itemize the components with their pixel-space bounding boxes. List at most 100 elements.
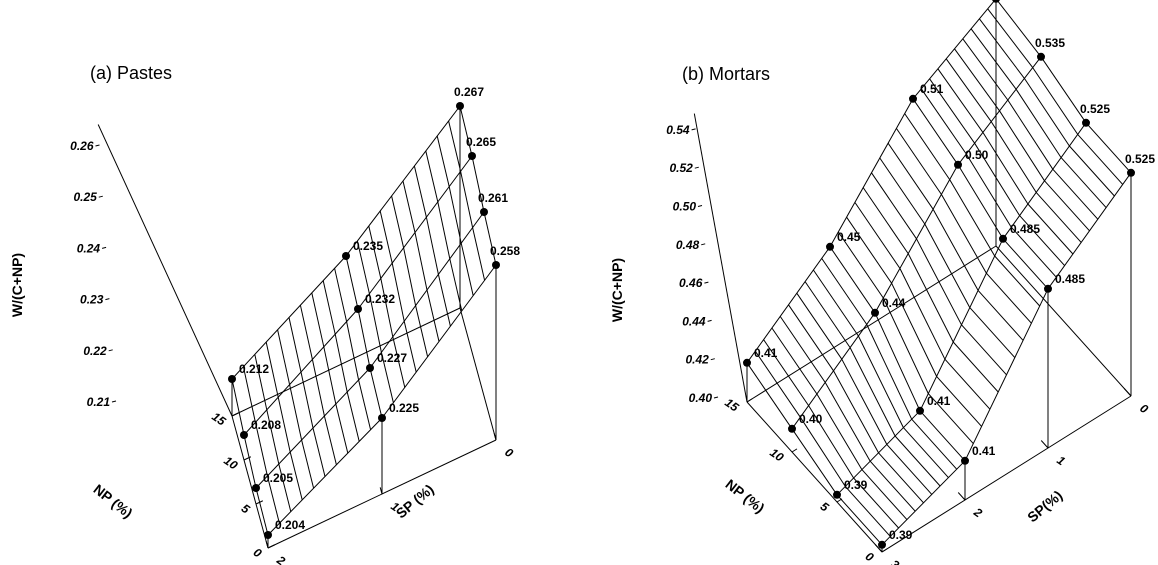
surface-grid-line <box>436 135 450 187</box>
surface-grid-line <box>334 334 348 393</box>
surface-grid-line <box>837 231 884 299</box>
data-point <box>366 364 374 372</box>
surface-grid-line <box>402 180 416 233</box>
sp-tick-label: 0 <box>1137 401 1151 416</box>
surface-grid-line <box>323 346 337 405</box>
surface-grid-line <box>265 341 279 398</box>
surface-grid-line <box>969 307 1016 358</box>
surface-np-line <box>791 428 838 496</box>
z-tick-mark <box>694 166 699 169</box>
surface-grid-line <box>987 8 1034 68</box>
np-axis <box>231 415 269 549</box>
z-tick-label: 0.46 <box>679 276 703 290</box>
data-point <box>456 102 464 110</box>
chart-title: (a) Pastes <box>90 63 172 83</box>
surface-grid-line <box>945 58 992 122</box>
data-label: 0.267 <box>454 85 484 99</box>
np-tick-label: 15 <box>209 409 228 428</box>
surface-grid-line <box>824 382 871 462</box>
surface-grid-line <box>1027 203 1074 255</box>
np-tick-mark <box>267 544 276 549</box>
surface-grid-line <box>982 132 1029 205</box>
np-tick-label: 0 <box>251 545 265 560</box>
surface-np-line <box>459 105 473 157</box>
data-label: 0.525 <box>1125 152 1155 166</box>
z-tick-mark <box>101 246 107 249</box>
surface-grid-line <box>894 435 941 487</box>
surface-grid-line <box>799 416 846 487</box>
np-tick-label: 15 <box>722 395 741 414</box>
surface-grid-line <box>961 324 1007 376</box>
z-tick-label: 0.23 <box>80 293 104 307</box>
surface-np-line <box>919 410 966 462</box>
z-tick-mark <box>697 205 703 207</box>
surface-grid-line <box>335 403 349 454</box>
z-tick-mark <box>105 298 110 301</box>
sp-tick-label: 0 <box>502 445 516 460</box>
data-point <box>378 414 386 422</box>
data-point <box>468 152 476 160</box>
data-point <box>999 234 1007 243</box>
surface-grid-line <box>289 384 303 441</box>
surface-grid-line <box>358 379 372 430</box>
z-tick-label: 0.22 <box>83 344 107 358</box>
surface-grid-line <box>886 444 933 495</box>
surface-np-line <box>912 98 959 166</box>
floor-side-edge <box>231 307 461 417</box>
data-point <box>1037 52 1045 61</box>
data-point <box>1082 118 1090 127</box>
z-tick-mark <box>95 144 100 147</box>
surface-grid-line <box>887 142 934 210</box>
surface-grid-line <box>895 128 942 195</box>
surface-grid-line <box>426 289 440 342</box>
surface-grid-line <box>403 321 417 373</box>
surface-grid-line <box>460 171 474 228</box>
z-axis-label: W/(C+NP) <box>9 253 25 317</box>
surface-grid-line <box>242 366 256 423</box>
data-point <box>878 540 886 549</box>
surface-grid-line <box>862 187 909 254</box>
surface-grid-line <box>965 153 1012 228</box>
surface-grid-line <box>368 225 382 279</box>
surface-grid-line <box>448 120 462 172</box>
surface-grid-line <box>979 18 1025 79</box>
surface-grid-line <box>346 391 360 442</box>
surface-grid-line <box>254 354 268 410</box>
np-axis <box>746 401 883 553</box>
surface-grid-line <box>846 216 893 284</box>
surface-np-line <box>231 378 245 436</box>
surface-grid-line <box>1069 145 1115 197</box>
surface-grid-line <box>833 370 879 454</box>
surface-grid-line <box>932 208 979 291</box>
z-axis <box>97 124 233 417</box>
data-label: 0.232 <box>365 292 395 306</box>
np-tick-label: 10 <box>767 445 786 464</box>
data-label: 0.265 <box>466 135 496 149</box>
surface-grid-line <box>861 469 908 520</box>
data-label: 0.227 <box>377 351 407 365</box>
surface-grid-line <box>334 268 348 322</box>
data-label: 0.45 <box>837 230 861 244</box>
z-axis-label: W/(C+NP) <box>609 258 625 322</box>
surface-grid-line <box>882 297 929 394</box>
data-point <box>1044 284 1052 293</box>
data-point <box>252 484 260 492</box>
surface-grid-line <box>277 329 291 385</box>
floor-side-edge <box>746 245 997 403</box>
z-tick-label: 0.26 <box>70 139 94 153</box>
data-label: 0.205 <box>263 471 293 485</box>
floor-back-edge <box>995 245 1132 397</box>
surface-grid-line <box>415 305 429 357</box>
surface-np-line <box>471 155 485 213</box>
surface-grid-line <box>311 359 325 417</box>
surface-grid-line <box>356 240 370 294</box>
surface-grid-line <box>472 227 486 281</box>
chart-title: (b) Mortars <box>682 64 770 84</box>
data-point <box>833 490 841 499</box>
z-tick-mark <box>691 128 696 131</box>
surface-grid-line <box>940 194 987 274</box>
surface-grid-line <box>841 358 888 445</box>
surface-grid-line <box>1060 157 1107 208</box>
data-label: 0.258 <box>490 244 520 258</box>
surface-grid-line <box>346 321 360 381</box>
